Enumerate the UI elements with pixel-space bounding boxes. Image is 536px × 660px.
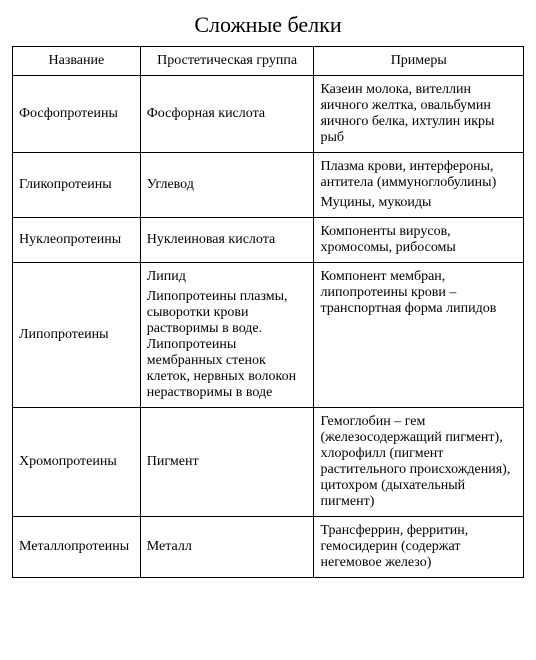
cell-group: Пигмент — [140, 408, 314, 517]
table-row: Хромопротеины Пигмент Гемоглобин – гем (… — [13, 408, 524, 517]
cell-group: Металл — [140, 517, 314, 578]
cell-examples-line: Плазма крови, интерфероны, антитела (имм… — [320, 159, 517, 191]
page-title: Сложные белки — [12, 12, 524, 38]
cell-examples-line: Муцины, мукоиды — [320, 195, 517, 211]
cell-group: Углевод — [140, 153, 314, 218]
cell-examples: Компонент мембран, липопротеины крови – … — [314, 263, 524, 408]
cell-examples: Трансферрин, ферритин, гемосидерин (соде… — [314, 517, 524, 578]
table-row: Металлопротеины Металл Трансферрин, ферр… — [13, 517, 524, 578]
cell-group: Липид Липопротеины плазмы, сыворотки кро… — [140, 263, 314, 408]
cell-name: Хромопротеины — [13, 408, 141, 517]
cell-name: Металлопротеины — [13, 517, 141, 578]
cell-name: Фосфопротеины — [13, 76, 141, 153]
cell-group: Фосфорная кислота — [140, 76, 314, 153]
col-header-group: Простетическая группа — [140, 47, 314, 76]
table-row: Гликопротеины Углевод Плазма крови, инте… — [13, 153, 524, 218]
cell-examples: Компоненты вирусов, хромосомы, рибосомы — [314, 218, 524, 263]
cell-group: Нуклеиновая кислота — [140, 218, 314, 263]
table-header-row: Название Простетическая группа Примеры — [13, 47, 524, 76]
table-row: Фосфопротеины Фосфорная кислота Казеин м… — [13, 76, 524, 153]
cell-examples: Плазма крови, интерфероны, антитела (имм… — [314, 153, 524, 218]
cell-name: Гликопротеины — [13, 153, 141, 218]
cell-examples: Казеин молока, вителлин яичного желтка, … — [314, 76, 524, 153]
cell-group-line: Липопротеины плазмы, сыворотки крови рас… — [147, 289, 308, 401]
cell-examples: Гемоглобин – гем (железосодержащий пигме… — [314, 408, 524, 517]
cell-name: Нуклеопротеины — [13, 218, 141, 263]
table-row: Липопротеины Липид Липопротеины плазмы, … — [13, 263, 524, 408]
proteins-table: Название Простетическая группа Примеры Ф… — [12, 46, 524, 578]
cell-group-line: Липид — [147, 269, 308, 285]
table-row: Нуклеопротеины Нуклеиновая кислота Компо… — [13, 218, 524, 263]
cell-name: Липопротеины — [13, 263, 141, 408]
col-header-examples: Примеры — [314, 47, 524, 76]
col-header-name: Название — [13, 47, 141, 76]
